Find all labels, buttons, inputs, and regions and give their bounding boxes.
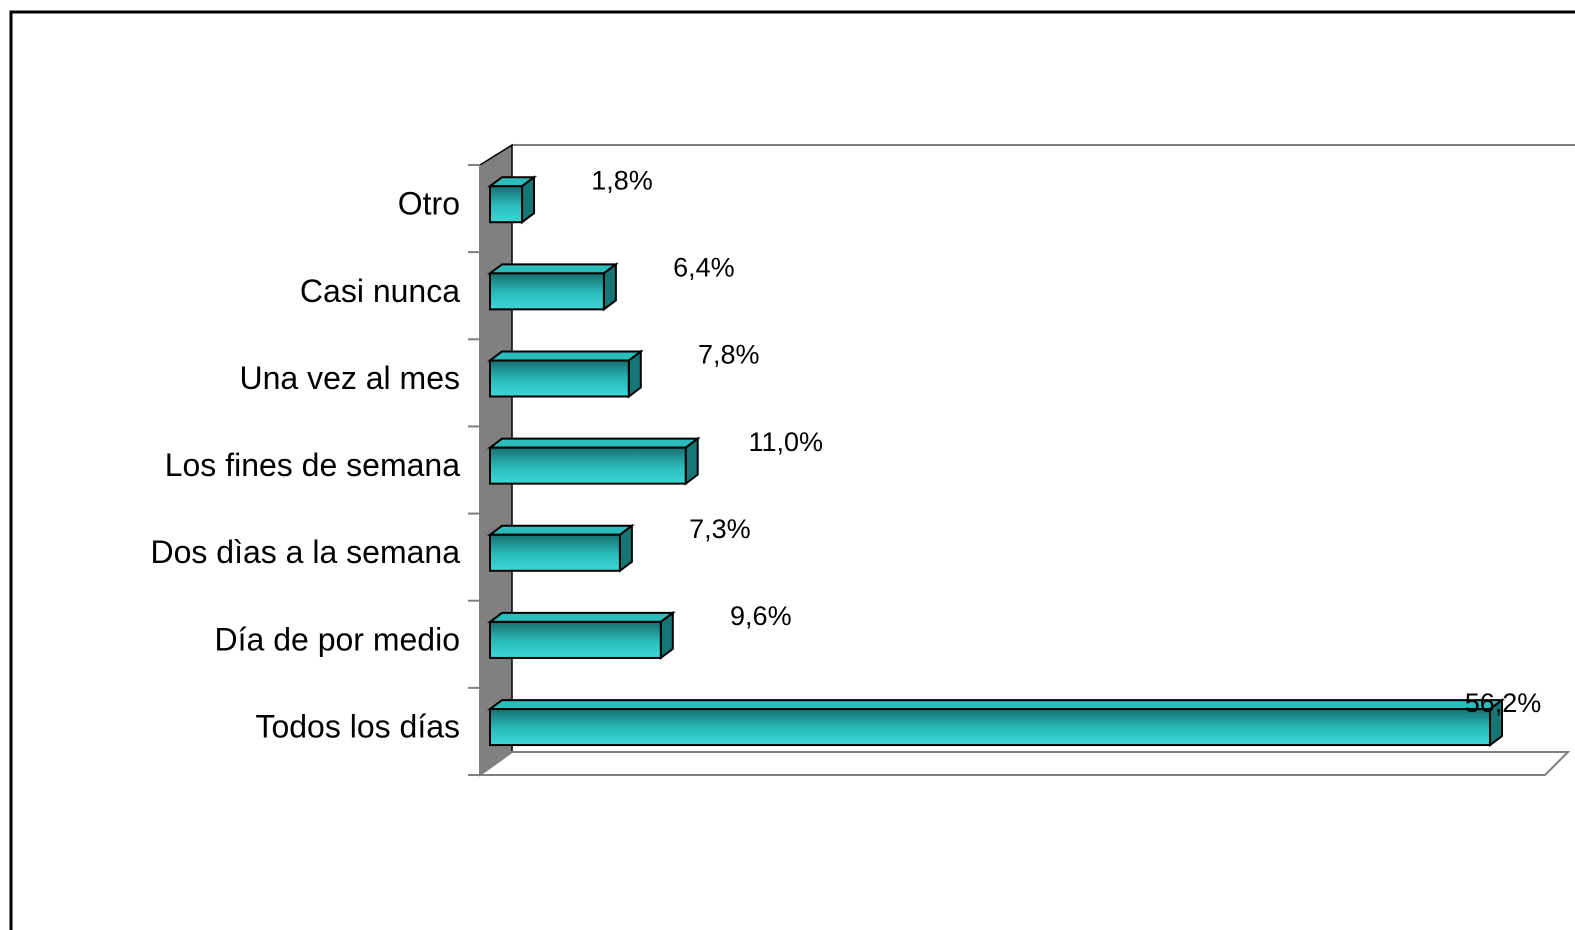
value-label: 11,0%: [748, 427, 823, 457]
value-label: 7,8%: [698, 340, 760, 370]
bar-front: [489, 446, 687, 485]
category-label: Una vez al mes: [239, 360, 460, 396]
bar: [487, 262, 619, 312]
value-label: 7,3%: [689, 514, 751, 544]
category-label: Día de por medio: [215, 621, 460, 657]
bar-top: [487, 263, 619, 275]
bar-front: [489, 272, 605, 311]
bar: [487, 175, 538, 225]
bar-side: [618, 523, 633, 573]
bar-front: [489, 620, 662, 659]
bar-side: [521, 175, 536, 225]
category-label: Los fines de semana: [165, 447, 461, 483]
bar: [487, 523, 635, 573]
floor: [476, 751, 1571, 776]
bar-side: [659, 610, 674, 660]
bar-front: [489, 708, 1491, 747]
bar-top: [487, 611, 676, 623]
bar-top: [487, 350, 644, 362]
bar-side: [627, 349, 642, 399]
value-label: 1,8%: [591, 165, 653, 195]
category-label: Casi nunca: [300, 273, 460, 309]
value-label: 9,6%: [730, 601, 792, 631]
bar: [487, 610, 676, 660]
bar-side: [602, 262, 617, 312]
category-label: Dos dìas a la semana: [151, 534, 461, 570]
bar-front: [489, 185, 524, 224]
bar-side: [684, 436, 699, 486]
bar: [487, 698, 1505, 748]
bar-front: [489, 533, 621, 572]
chart-border: [9, 10, 1575, 930]
bar-top: [487, 524, 635, 536]
bar-front: [489, 359, 630, 398]
bar: [487, 436, 701, 486]
value-label: 56,2%: [1465, 688, 1542, 718]
category-label: Todos los días: [255, 709, 460, 745]
bar-top: [487, 437, 701, 449]
bar-top: [487, 699, 1505, 711]
bar: [487, 349, 644, 399]
value-label: 6,4%: [673, 252, 735, 282]
category-label: Otro: [398, 186, 460, 222]
